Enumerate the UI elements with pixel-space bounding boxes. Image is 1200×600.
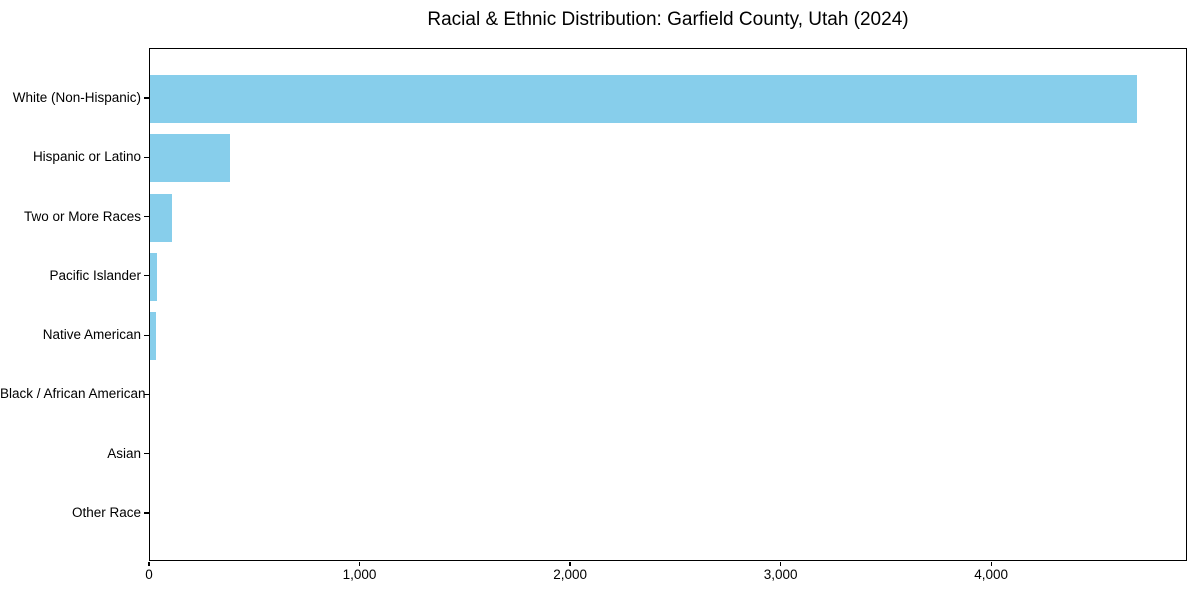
y-tick-label-two-or-more-races: Two or More Races bbox=[23, 208, 141, 224]
y-tick-label-black-african-american: Black / African American bbox=[0, 386, 146, 402]
bar-hispanic-or-latino bbox=[150, 134, 230, 183]
y-tick-label-asian: Asian bbox=[107, 445, 141, 461]
y-tick-mark bbox=[144, 97, 149, 99]
y-tick-mark bbox=[144, 156, 149, 158]
y-tick-label-pacific-islander: Pacific Islander bbox=[49, 267, 141, 283]
x-tick-mark bbox=[569, 561, 571, 566]
x-tick-mark bbox=[780, 561, 782, 566]
y-tick-label-white-non-hispanic: White (Non-Hispanic) bbox=[12, 90, 141, 105]
bar-two-or-more-races bbox=[150, 193, 173, 242]
bar-native-american bbox=[150, 312, 156, 361]
y-tick-mark bbox=[144, 275, 149, 277]
y-tick-mark bbox=[144, 453, 149, 455]
x-tick-label-2000: 2,000 bbox=[553, 567, 587, 582]
x-tick-label-3000: 3,000 bbox=[763, 567, 798, 582]
x-tick-label-4000: 4,000 bbox=[974, 567, 1009, 582]
chart-title: Racial & Ethnic Distribution: Garfield C… bbox=[427, 9, 909, 30]
y-tick-mark bbox=[144, 215, 149, 218]
x-tick-label-1000: 1,000 bbox=[342, 567, 377, 582]
plot-area bbox=[149, 48, 1187, 561]
bar-pacific-islander bbox=[150, 252, 157, 301]
y-tick-label-native-american: Native American bbox=[42, 327, 141, 343]
y-tick-label-hispanic-or-latino: Hispanic or Latino bbox=[32, 149, 141, 165]
y-tick-mark bbox=[144, 512, 149, 514]
x-tick-mark bbox=[358, 561, 361, 566]
bar-white-non-hispanic bbox=[150, 75, 1138, 123]
x-tick-mark bbox=[990, 561, 992, 566]
y-tick-mark bbox=[144, 393, 149, 396]
y-tick-label-other-race: Other Race bbox=[71, 505, 141, 521]
x-tick-mark bbox=[148, 561, 150, 566]
y-tick-mark bbox=[144, 334, 149, 336]
x-tick-label-0: 0 bbox=[145, 567, 153, 582]
